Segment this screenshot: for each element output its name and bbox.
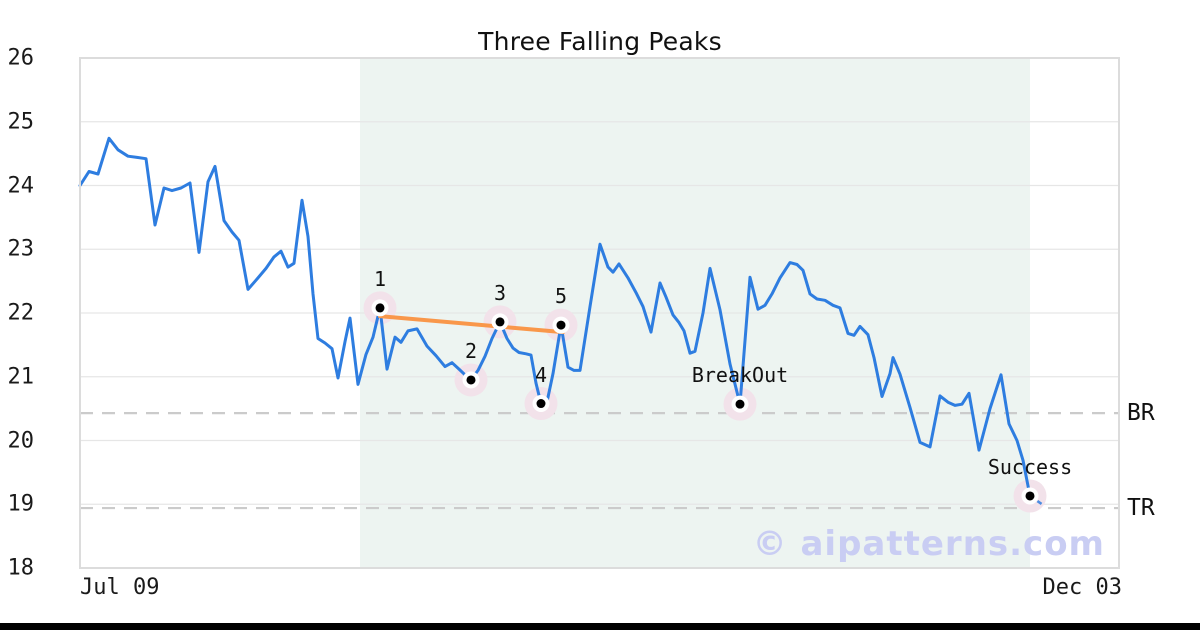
- x-axis-end-label: Dec 03: [1042, 575, 1122, 600]
- marker-label-breakout: BreakOut: [691, 363, 789, 388]
- y-tick-label: 21: [7, 364, 35, 390]
- y-tick-label: 26: [7, 45, 35, 71]
- marker-dot: [495, 317, 505, 327]
- watermark: © aipatterns.com: [752, 524, 1105, 564]
- x-axis-start-label: Jul 09: [80, 575, 160, 600]
- y-tick-label: 24: [7, 173, 35, 198]
- marker-label-3: 3: [493, 280, 507, 305]
- chart-title: Three Falling Peaks: [478, 27, 722, 56]
- marker-label-1: 1: [373, 266, 387, 291]
- marker-label-success: Success: [987, 454, 1073, 479]
- plot-border: [79, 57, 1120, 569]
- marker-dot: [536, 399, 546, 409]
- y-tick-label: 23: [7, 236, 35, 262]
- y-tick-label: 20: [7, 428, 35, 453]
- marker-dot: [556, 320, 566, 330]
- marker-dot: [375, 303, 385, 313]
- bottom-border-bar: [0, 623, 1200, 630]
- y-tick-label: 22: [7, 300, 35, 326]
- price-line: [78, 136, 1032, 498]
- breakout-level-label: BR: [1127, 400, 1155, 427]
- marker-label-5: 5: [554, 284, 568, 309]
- marker-dot: [466, 375, 476, 385]
- marker-dot: [735, 399, 745, 409]
- marker-label-4: 4: [534, 362, 548, 387]
- trendline: [378, 314, 565, 335]
- marker-dot: [1025, 491, 1035, 501]
- y-tick-label: 19: [7, 491, 35, 517]
- marker-label-2: 2: [464, 338, 478, 363]
- y-tick-label: 25: [7, 109, 35, 135]
- y-tick-label: 18: [7, 555, 35, 581]
- target-level-label: TR: [1127, 495, 1155, 522]
